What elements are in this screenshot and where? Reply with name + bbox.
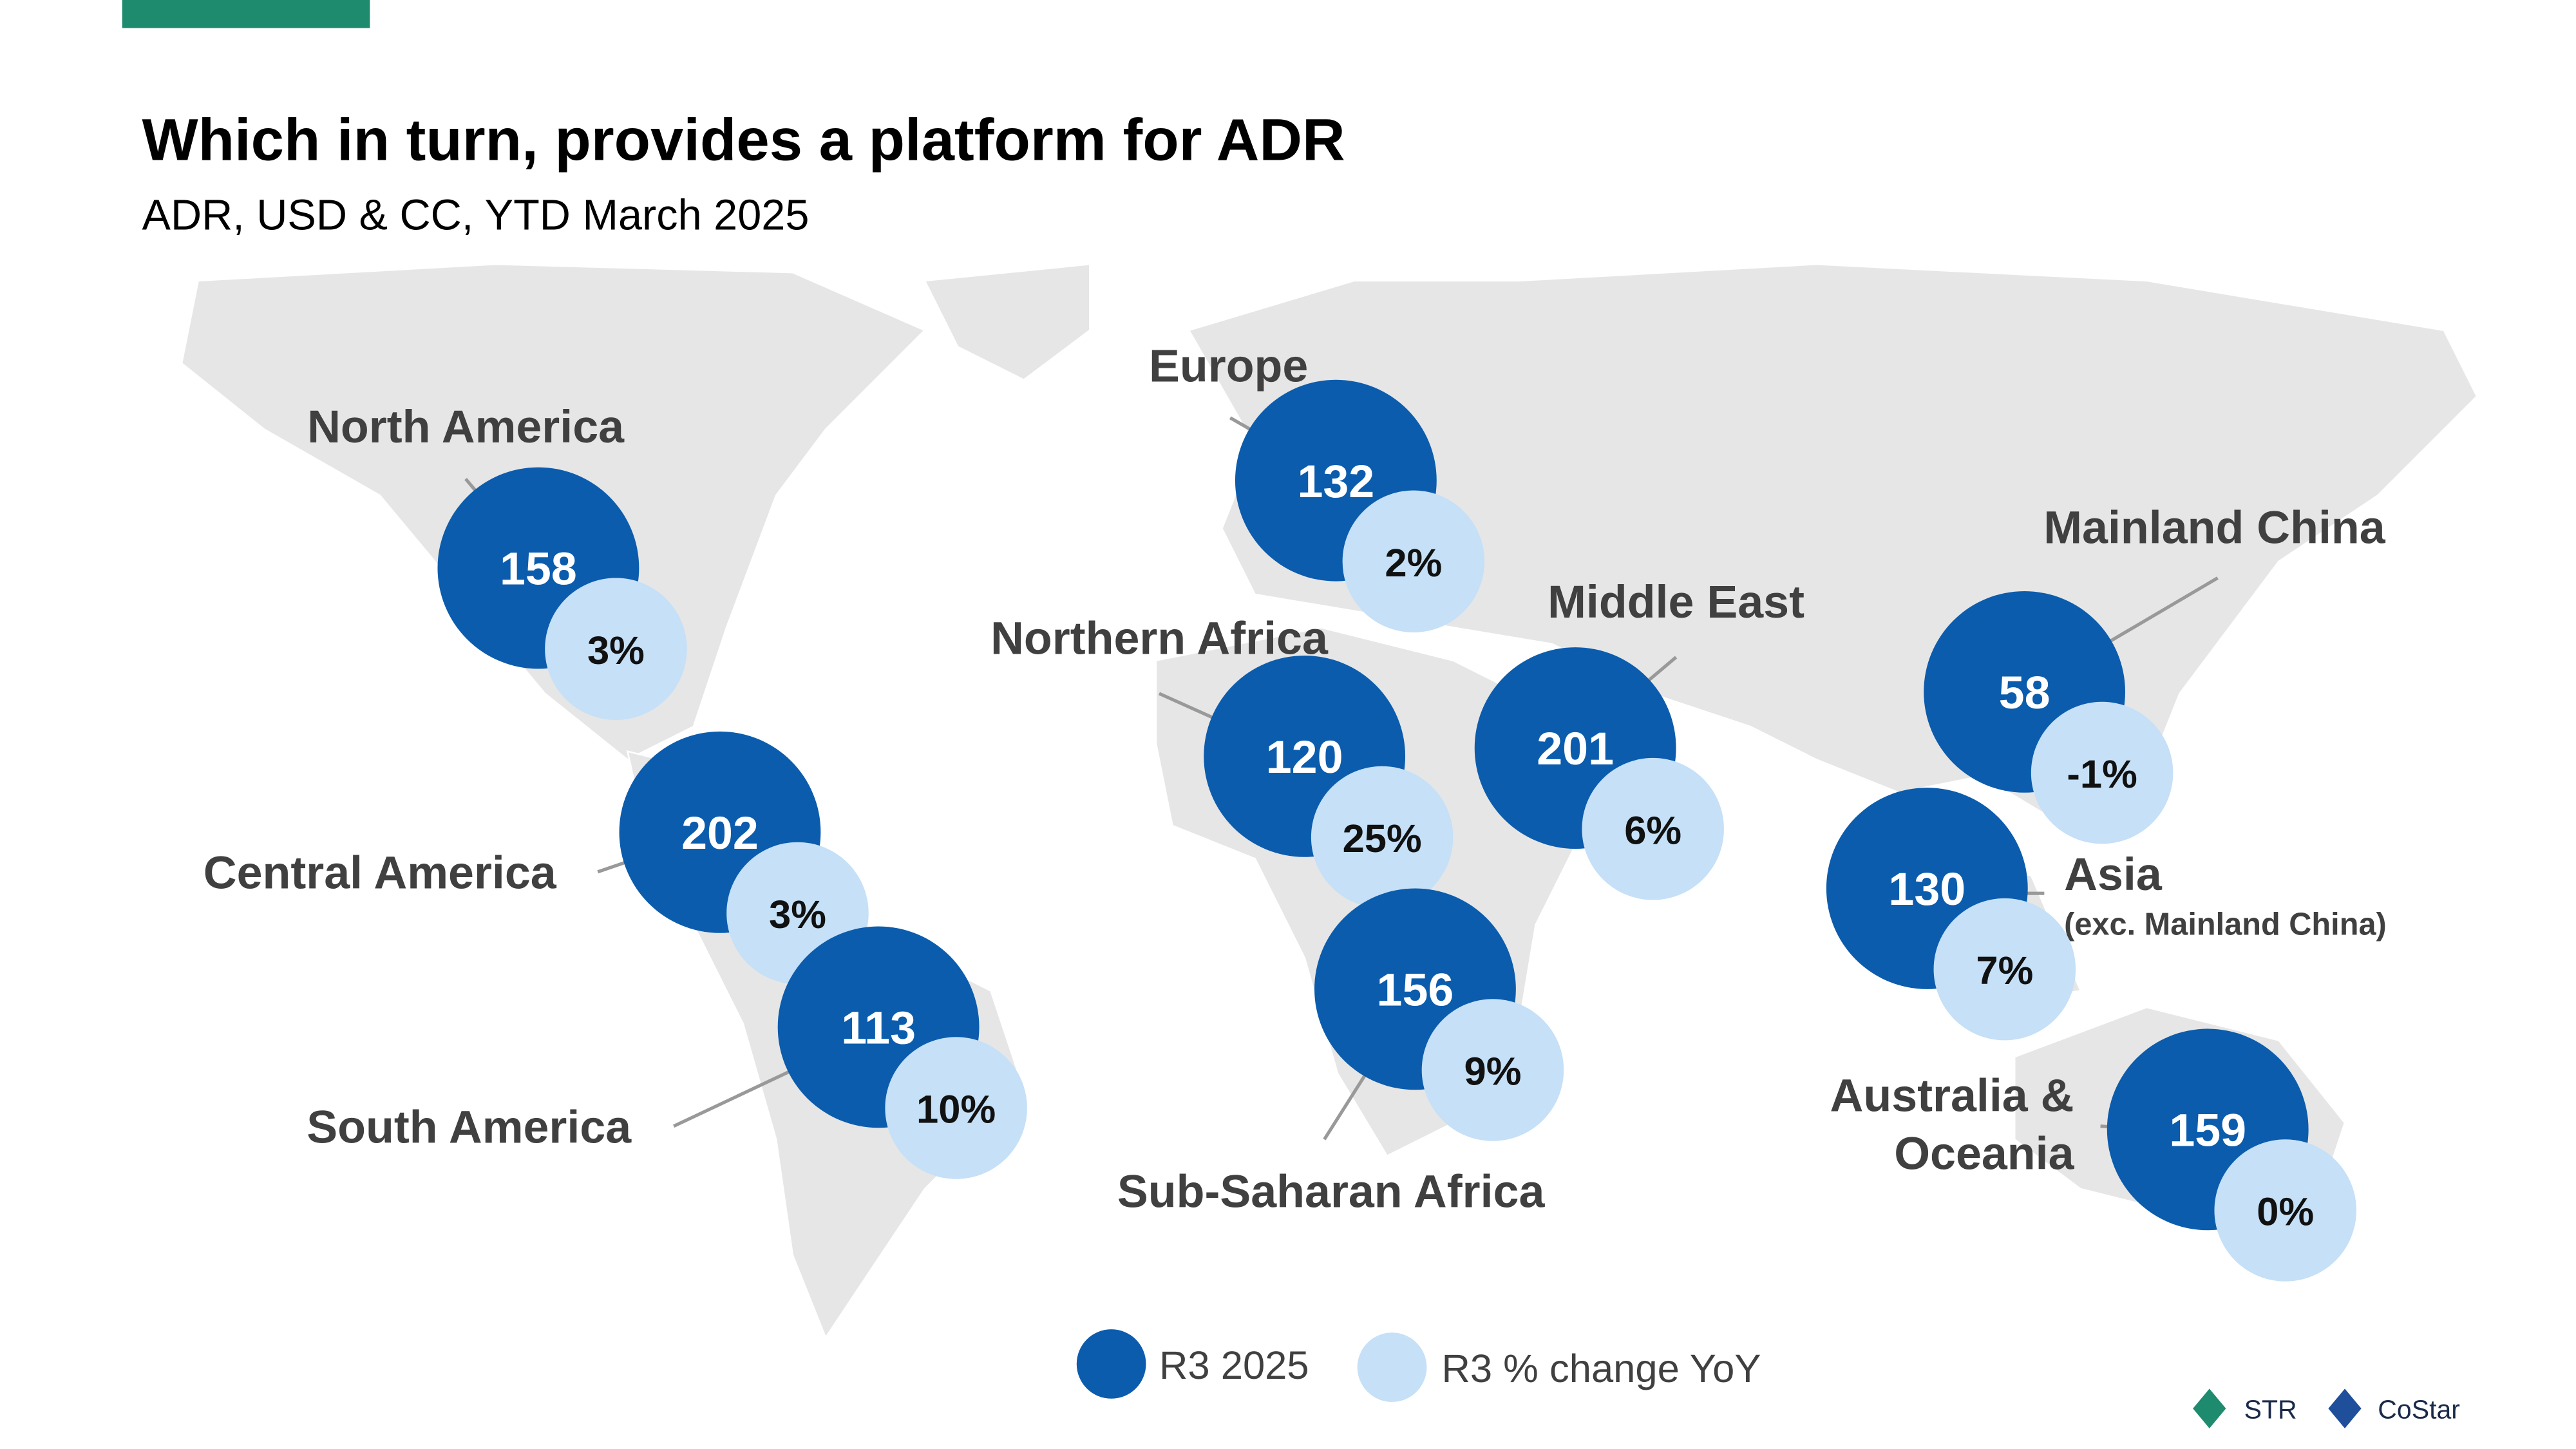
change-bubble — [885, 1037, 1027, 1179]
legend: R3 2025 R3 % change YoY — [1076, 1329, 1761, 1402]
adr-value: 132 — [1297, 456, 1374, 507]
legend-swatch — [1357, 1332, 1427, 1402]
change-value: 3% — [587, 629, 645, 673]
region-label: Central America — [204, 847, 557, 898]
region-label: Europe — [1149, 340, 1308, 392]
accent-bar — [122, 0, 370, 28]
change-value: 10% — [916, 1088, 996, 1132]
logo-mark — [2328, 1388, 2362, 1428]
region-label: Australia & — [1830, 1070, 2074, 1122]
adr-value: 130 — [1888, 864, 1965, 915]
region-label: (exc. Mainland China) — [2064, 907, 2387, 942]
change-bubble — [2214, 1139, 2356, 1282]
adr-value: 113 — [841, 1003, 916, 1054]
region-label: Sub-Saharan Africa — [1117, 1166, 1546, 1217]
region-label: Asia — [2064, 849, 2163, 900]
change-value: 0% — [2257, 1190, 2314, 1235]
adr-value: 201 — [1537, 723, 1614, 775]
change-value: 3% — [769, 893, 826, 937]
change-bubble — [545, 578, 687, 720]
logo-text: CoStar — [2378, 1395, 2460, 1425]
region-label: Middle East — [1548, 576, 1804, 628]
subtitle: ADR, USD & CC, YTD March 2025 — [142, 191, 810, 239]
adr-value: 156 — [1377, 965, 1454, 1016]
logo-text: STR — [2244, 1395, 2297, 1425]
change-bubble — [1933, 898, 2076, 1041]
change-bubble — [1421, 999, 1564, 1141]
title: Which in turn, provides a platform for A… — [142, 106, 1345, 173]
change-bubble — [1311, 766, 1454, 909]
legend-label: R3 % change YoY — [1441, 1347, 1761, 1391]
legend-swatch — [1076, 1329, 1146, 1399]
change-bubble — [2031, 701, 2174, 844]
region-label: Oceania — [1894, 1128, 2074, 1179]
adr-value: 58 — [1999, 667, 2050, 719]
change-bubble — [1582, 757, 1724, 900]
adr-value: 202 — [681, 808, 759, 859]
change-value: -1% — [2067, 752, 2137, 797]
logo-mark — [2193, 1388, 2226, 1428]
adr-value: 158 — [500, 544, 577, 595]
change-value: 2% — [1385, 541, 1442, 585]
change-value: 7% — [1976, 949, 2033, 993]
region-label: South America — [307, 1101, 632, 1153]
adr-value: 159 — [2169, 1104, 2246, 1156]
change-value: 6% — [1624, 808, 1681, 853]
adr-value: 120 — [1266, 732, 1343, 783]
logos: STR CoStar — [2193, 1388, 2460, 1428]
change-value: 25% — [1343, 817, 1422, 861]
legend-label: R3 2025 — [1159, 1343, 1309, 1388]
region-label: North America — [307, 401, 625, 453]
region-label: Mainland China — [2043, 502, 2385, 554]
region-label: Northern Africa — [990, 612, 1329, 664]
change-value: 9% — [1464, 1050, 1521, 1094]
change-bubble — [1342, 490, 1485, 633]
